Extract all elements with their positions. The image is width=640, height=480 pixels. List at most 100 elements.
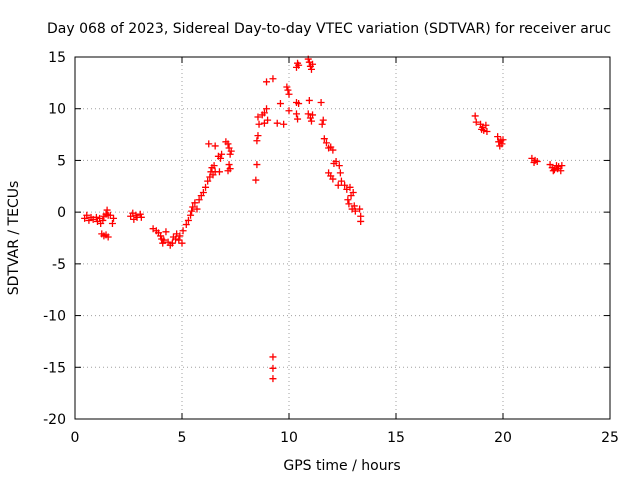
data-point: [210, 162, 218, 170]
data-point: [199, 188, 207, 196]
data-point: [550, 166, 558, 174]
data-point: [357, 217, 365, 225]
data-point: [260, 109, 268, 117]
data-point: [319, 116, 327, 124]
data-point: [345, 200, 353, 208]
data-point: [307, 65, 315, 73]
data-point: [471, 112, 479, 120]
data-point: [191, 199, 199, 207]
y-ticks: -20 -15 -10 -5 0 5 10 15: [43, 50, 610, 428]
data-point: [253, 161, 261, 169]
y-tick-label: 10: [48, 102, 66, 118]
data-point: [320, 135, 328, 143]
data-point: [309, 60, 317, 68]
data-point: [211, 142, 219, 150]
data-point: [269, 364, 277, 372]
data-point: [168, 239, 176, 247]
y-tick-label: -20: [43, 412, 66, 428]
data-point: [136, 210, 144, 218]
x-tick-label: 15: [387, 430, 405, 446]
data-point: [188, 207, 196, 215]
data-point: [205, 140, 213, 148]
data-point: [226, 150, 234, 158]
x-tick-label: 5: [178, 430, 187, 446]
data-point: [178, 239, 186, 247]
data-point: [356, 205, 364, 213]
data-point: [304, 110, 312, 118]
data-point: [351, 207, 359, 215]
plot-frame: [74, 56, 611, 420]
data-point: [280, 120, 288, 128]
data-point: [483, 127, 491, 135]
data-point: [336, 169, 344, 177]
data-point: [329, 146, 337, 154]
data-point: [341, 181, 349, 189]
data-point: [193, 205, 201, 213]
x-tick-label: 10: [280, 430, 298, 446]
data-point: [225, 161, 233, 169]
x-ticks: 0 5 10 15 20 25: [71, 57, 619, 446]
data-point: [92, 213, 100, 221]
data-point: [309, 111, 317, 119]
data-point: [204, 177, 212, 185]
data-point: [478, 125, 486, 133]
data-point: [187, 211, 195, 219]
data-point: [217, 154, 225, 162]
data-point: [172, 235, 180, 243]
data-point: [349, 188, 357, 196]
data-point: [499, 136, 507, 144]
data-point: [106, 211, 114, 219]
data-point: [263, 78, 271, 86]
data-point: [182, 221, 190, 229]
data-point: [346, 183, 354, 191]
data-point: [83, 211, 91, 219]
data-point: [533, 157, 541, 165]
grid: [75, 57, 610, 419]
data-point: [227, 147, 235, 155]
data-point: [350, 202, 358, 210]
data-point: [176, 232, 184, 240]
data-point: [482, 121, 490, 129]
y-tick-label: -10: [43, 309, 66, 325]
data-point: [202, 183, 210, 191]
data-point: [332, 157, 340, 165]
data-point: [252, 176, 260, 184]
data-point: [344, 196, 352, 204]
data-point: [99, 216, 107, 224]
x-tick-label: 25: [601, 430, 619, 446]
data-point: [159, 239, 167, 247]
x-tick-label: 20: [494, 430, 512, 446]
y-tick-label: 0: [57, 205, 66, 221]
data-point: [294, 115, 302, 123]
data-point: [285, 90, 293, 98]
data-point: [269, 75, 277, 83]
x-axis-label: GPS time / hours: [283, 458, 400, 474]
data-point: [260, 119, 268, 127]
data-point: [179, 227, 187, 235]
data-point: [472, 118, 480, 126]
data-point: [305, 96, 313, 104]
data-point: [292, 110, 300, 118]
data-point: [335, 162, 343, 170]
data-point: [530, 158, 538, 166]
data-point: [273, 119, 281, 127]
data-point: [549, 167, 557, 175]
data-point: [295, 100, 303, 108]
data-point: [307, 117, 315, 125]
y-tick-label: 5: [57, 153, 66, 169]
data-point: [110, 214, 118, 222]
data-point: [295, 61, 303, 69]
y-axis-label: SDTVAR / TECUs: [6, 181, 22, 296]
data-point: [285, 107, 293, 115]
data-point: [317, 99, 325, 107]
data-point: [318, 120, 326, 128]
data-point: [160, 236, 168, 244]
data-point: [137, 213, 145, 221]
data-point: [329, 175, 337, 183]
data-point: [555, 163, 563, 171]
data-point: [108, 220, 116, 228]
data-point: [269, 375, 277, 383]
data-point: [494, 133, 502, 141]
